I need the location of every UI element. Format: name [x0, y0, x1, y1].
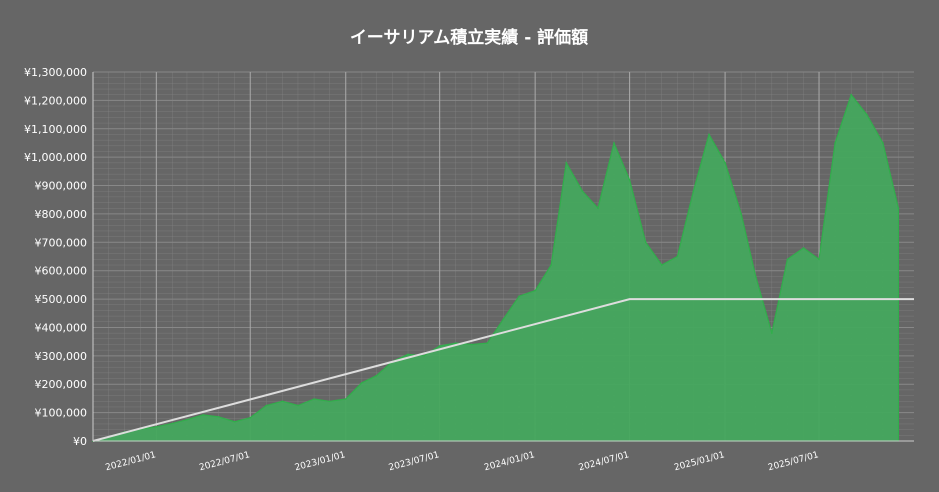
- data-point: [865, 113, 868, 116]
- data-point: [375, 374, 378, 377]
- data-point: [581, 190, 584, 193]
- y-axis: ¥0 ¥100,000 ¥200,000 ¥300,000 ¥400,000 ¥500,0…: [24, 66, 94, 448]
- data-point: [754, 275, 757, 278]
- data-point: [171, 422, 174, 425]
- y-tick-label: ¥1,100,000: [24, 123, 87, 136]
- y-tick-label: ¥1,300,000: [24, 66, 87, 79]
- y-tick-label: ¥1,000,000: [24, 151, 87, 164]
- y-tick-label: ¥800,000: [35, 208, 88, 221]
- data-point: [724, 162, 726, 164]
- data-point: [518, 295, 520, 298]
- data-point: [597, 207, 599, 210]
- data-point: [565, 162, 568, 164]
- data-point: [644, 241, 647, 244]
- x-tick-label: 2023/07/01: [388, 450, 441, 473]
- data-point: [202, 414, 204, 416]
- data-point: [233, 420, 236, 423]
- data-point: [438, 345, 441, 347]
- data-point: [676, 255, 679, 258]
- data-point: [834, 142, 836, 144]
- y-tick-label: ¥400,000: [35, 321, 88, 334]
- data-point: [249, 416, 252, 419]
- data-point: [708, 133, 710, 136]
- y-tick-label: ¥1,200,000: [24, 94, 87, 107]
- x-tick-label: 2025/07/01: [767, 450, 820, 473]
- data-point: [502, 318, 505, 320]
- data-point: [534, 289, 536, 292]
- valuation-area: [92, 93, 899, 442]
- x-tick-label: 2025/01/01: [673, 450, 726, 473]
- data-point: [328, 400, 331, 403]
- data-point: [217, 416, 220, 418]
- x-tick-label: 2022/07/01: [198, 450, 251, 473]
- data-point: [628, 179, 631, 181]
- data-point: [297, 404, 299, 407]
- y-tick-label: ¥200,000: [35, 378, 88, 391]
- data-point: [281, 400, 284, 403]
- data-point: [471, 343, 473, 346]
- data-point: [786, 258, 789, 261]
- data-point: [660, 264, 663, 266]
- data-point: [313, 398, 315, 400]
- x-axis: 2022/01/01 2022/07/01 2023/01/01 2023/07/01…: [93, 440, 914, 473]
- data-point: [361, 382, 363, 384]
- data-point: [613, 142, 615, 144]
- data-point: [454, 342, 457, 344]
- y-tick-label: ¥100,000: [35, 407, 88, 420]
- invested-line: [92, 298, 914, 442]
- x-tick-label: 2022/01/01: [104, 450, 157, 473]
- y-tick-label: ¥900,000: [35, 180, 88, 193]
- data-point: [897, 207, 900, 210]
- data-point: [882, 142, 884, 144]
- data-point: [802, 247, 805, 249]
- data-point: [850, 93, 853, 96]
- x-tick-label: 2024/01/01: [483, 450, 536, 473]
- data-point: [423, 355, 425, 357]
- data-point: [818, 258, 820, 261]
- y-tick-label: ¥600,000: [35, 265, 88, 278]
- y-tick-label: ¥700,000: [35, 236, 88, 249]
- data-point: [407, 353, 409, 356]
- y-tick-label: ¥0: [73, 435, 87, 448]
- data-point: [740, 213, 742, 215]
- data-point: [692, 190, 695, 193]
- data-point: [155, 426, 158, 428]
- plot-area: [92, 93, 914, 442]
- data-point: [344, 398, 347, 400]
- y-tick-label: ¥300,000: [35, 350, 88, 363]
- data-point: [771, 332, 773, 334]
- chart-title: イーサリアム積立実績 - 評価額: [350, 27, 588, 48]
- data-point: [550, 264, 553, 266]
- data-point: [486, 342, 489, 344]
- x-tick-label: 2023/01/01: [294, 450, 347, 473]
- data-point: [186, 418, 188, 421]
- y-tick-label: ¥500,000: [35, 293, 88, 306]
- data-point: [265, 404, 268, 407]
- x-tick-label: 2024/07/01: [578, 450, 631, 473]
